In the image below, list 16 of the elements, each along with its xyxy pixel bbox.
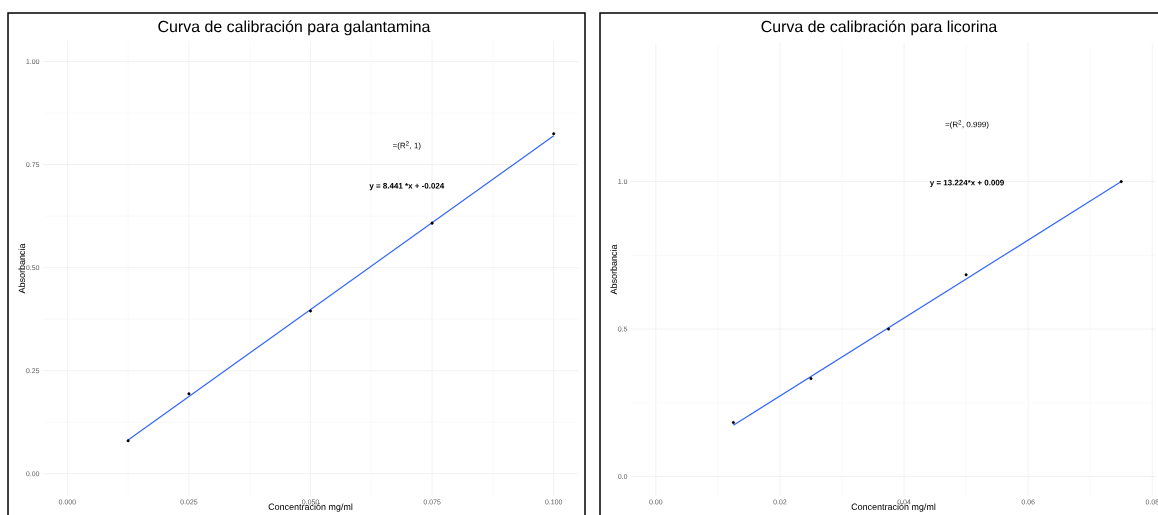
- point: [1119, 180, 1123, 184]
- chart-title: Curva de calibración para licorina: [761, 20, 998, 36]
- point: [964, 273, 968, 277]
- point: [309, 309, 313, 313]
- point: [430, 221, 434, 225]
- chart-title: Curva de calibración para galantamina: [158, 20, 431, 36]
- point: [552, 132, 556, 136]
- point: [731, 421, 735, 425]
- point: [887, 327, 891, 331]
- y-axis-title: Absorbancia: [18, 243, 26, 294]
- x-axis-title: Concentración mg/ml: [851, 503, 936, 512]
- point: [809, 377, 813, 381]
- y-axis-title: Absorbancia: [610, 244, 617, 295]
- point: [187, 392, 191, 396]
- point: [126, 439, 130, 443]
- x-axis-title: Concentración mg/ml: [268, 503, 353, 512]
